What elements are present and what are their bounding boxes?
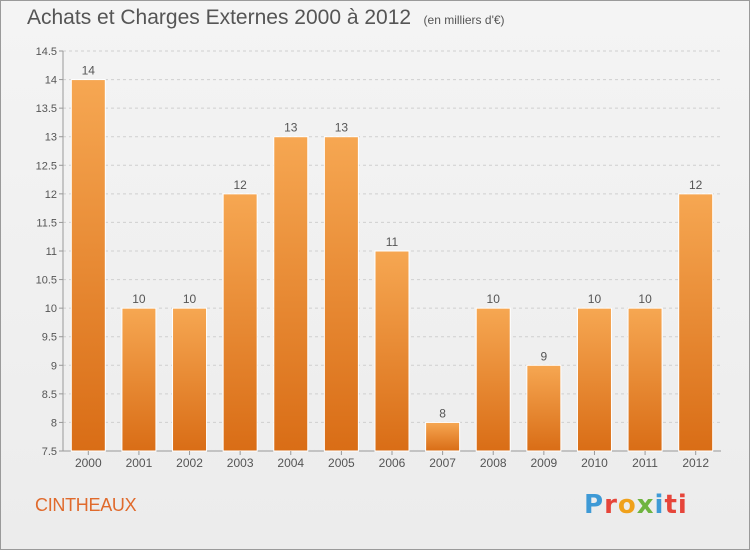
x-tick-label: 2003: [227, 456, 254, 470]
bar: [475, 307, 511, 452]
bar-value-label: 10: [588, 292, 602, 306]
x-tick-label: 2009: [530, 456, 557, 470]
bar-value-label: 8: [439, 406, 446, 420]
bar-value-label: 14: [82, 64, 96, 78]
logo-letter: i: [654, 490, 665, 520]
bar-value-label: 10: [487, 292, 501, 306]
commune-name: CINTHEAUX: [35, 495, 137, 515]
bar: [374, 250, 410, 452]
x-tick-label: 2010: [581, 456, 608, 470]
y-tick-label: 8: [51, 417, 57, 429]
bar: [526, 364, 562, 452]
y-tick-label: 9.5: [42, 332, 57, 344]
x-tick-label: 2008: [480, 456, 507, 470]
bar-value-label: 13: [284, 121, 298, 135]
logo-letter: i: [677, 490, 688, 520]
bar: [425, 421, 461, 452]
bar-chart: 7.5 8 8.5 9 9.5 10 10.5 11 11.5 12 12.5 13 13.5 14 14.…: [36, 46, 721, 470]
bar-value-label: 13: [335, 121, 349, 135]
bar: [70, 79, 106, 452]
y-tick-label: 14: [45, 75, 57, 87]
y-tick-label: 12.5: [36, 160, 57, 172]
bar-value-label: 12: [233, 178, 247, 192]
y-tick-label: 9: [51, 360, 57, 372]
bar: [323, 136, 359, 452]
x-tick-label: 2004: [277, 456, 304, 470]
y-tick-label: 13: [45, 132, 57, 144]
y-tick-label: 8.5: [42, 389, 57, 401]
logo-letter: r: [604, 490, 618, 520]
y-tick-label: 14.5: [36, 46, 57, 58]
bar: [172, 307, 208, 452]
bar: [273, 136, 309, 452]
logo-letter: x: [636, 490, 655, 520]
x-tick-label: 2005: [328, 456, 355, 470]
y-tick-label: 11: [46, 246, 57, 258]
x-tick-label: 2002: [176, 456, 203, 470]
y-tick-label: 11.5: [36, 217, 57, 229]
chart-title: Achats et Charges Externes 2000 à 2012: [27, 6, 412, 29]
bar-value-label: 10: [183, 292, 197, 306]
bar: [121, 307, 157, 452]
x-tick-label: 2006: [379, 456, 406, 470]
x-tick-label: 2007: [429, 456, 456, 470]
bar-value-label: 10: [638, 292, 652, 306]
bar-value-label: 9: [541, 349, 548, 363]
bar-value-label: 11: [386, 235, 399, 249]
bar: [678, 193, 714, 452]
title-row: Achats et Charges Externes 2000 à 2012 (…: [27, 6, 505, 30]
bar: [627, 307, 663, 452]
x-tick-label: 2012: [682, 456, 709, 470]
logo-letter: o: [617, 490, 637, 520]
proxiti-logo: Proxiti: [584, 490, 688, 520]
x-tick-label: 2001: [126, 456, 153, 470]
logo-letter: t: [664, 490, 678, 520]
y-tick-label: 10.5: [36, 275, 57, 287]
bar-value-label: 12: [689, 178, 703, 192]
y-tick-label: 10: [45, 303, 57, 315]
bar-value-label: 10: [132, 292, 146, 306]
y-tick-label: 12: [45, 189, 57, 201]
x-tick-label: 2011: [632, 456, 658, 470]
bar: [222, 193, 258, 452]
x-tick-label: 2000: [75, 456, 102, 470]
y-tick-label: 13.5: [36, 103, 57, 115]
logo-letter: P: [584, 490, 605, 520]
y-tick-label: 7.5: [42, 446, 57, 458]
bar: [576, 307, 612, 452]
unit-note: (en milliers d'€): [423, 13, 505, 27]
